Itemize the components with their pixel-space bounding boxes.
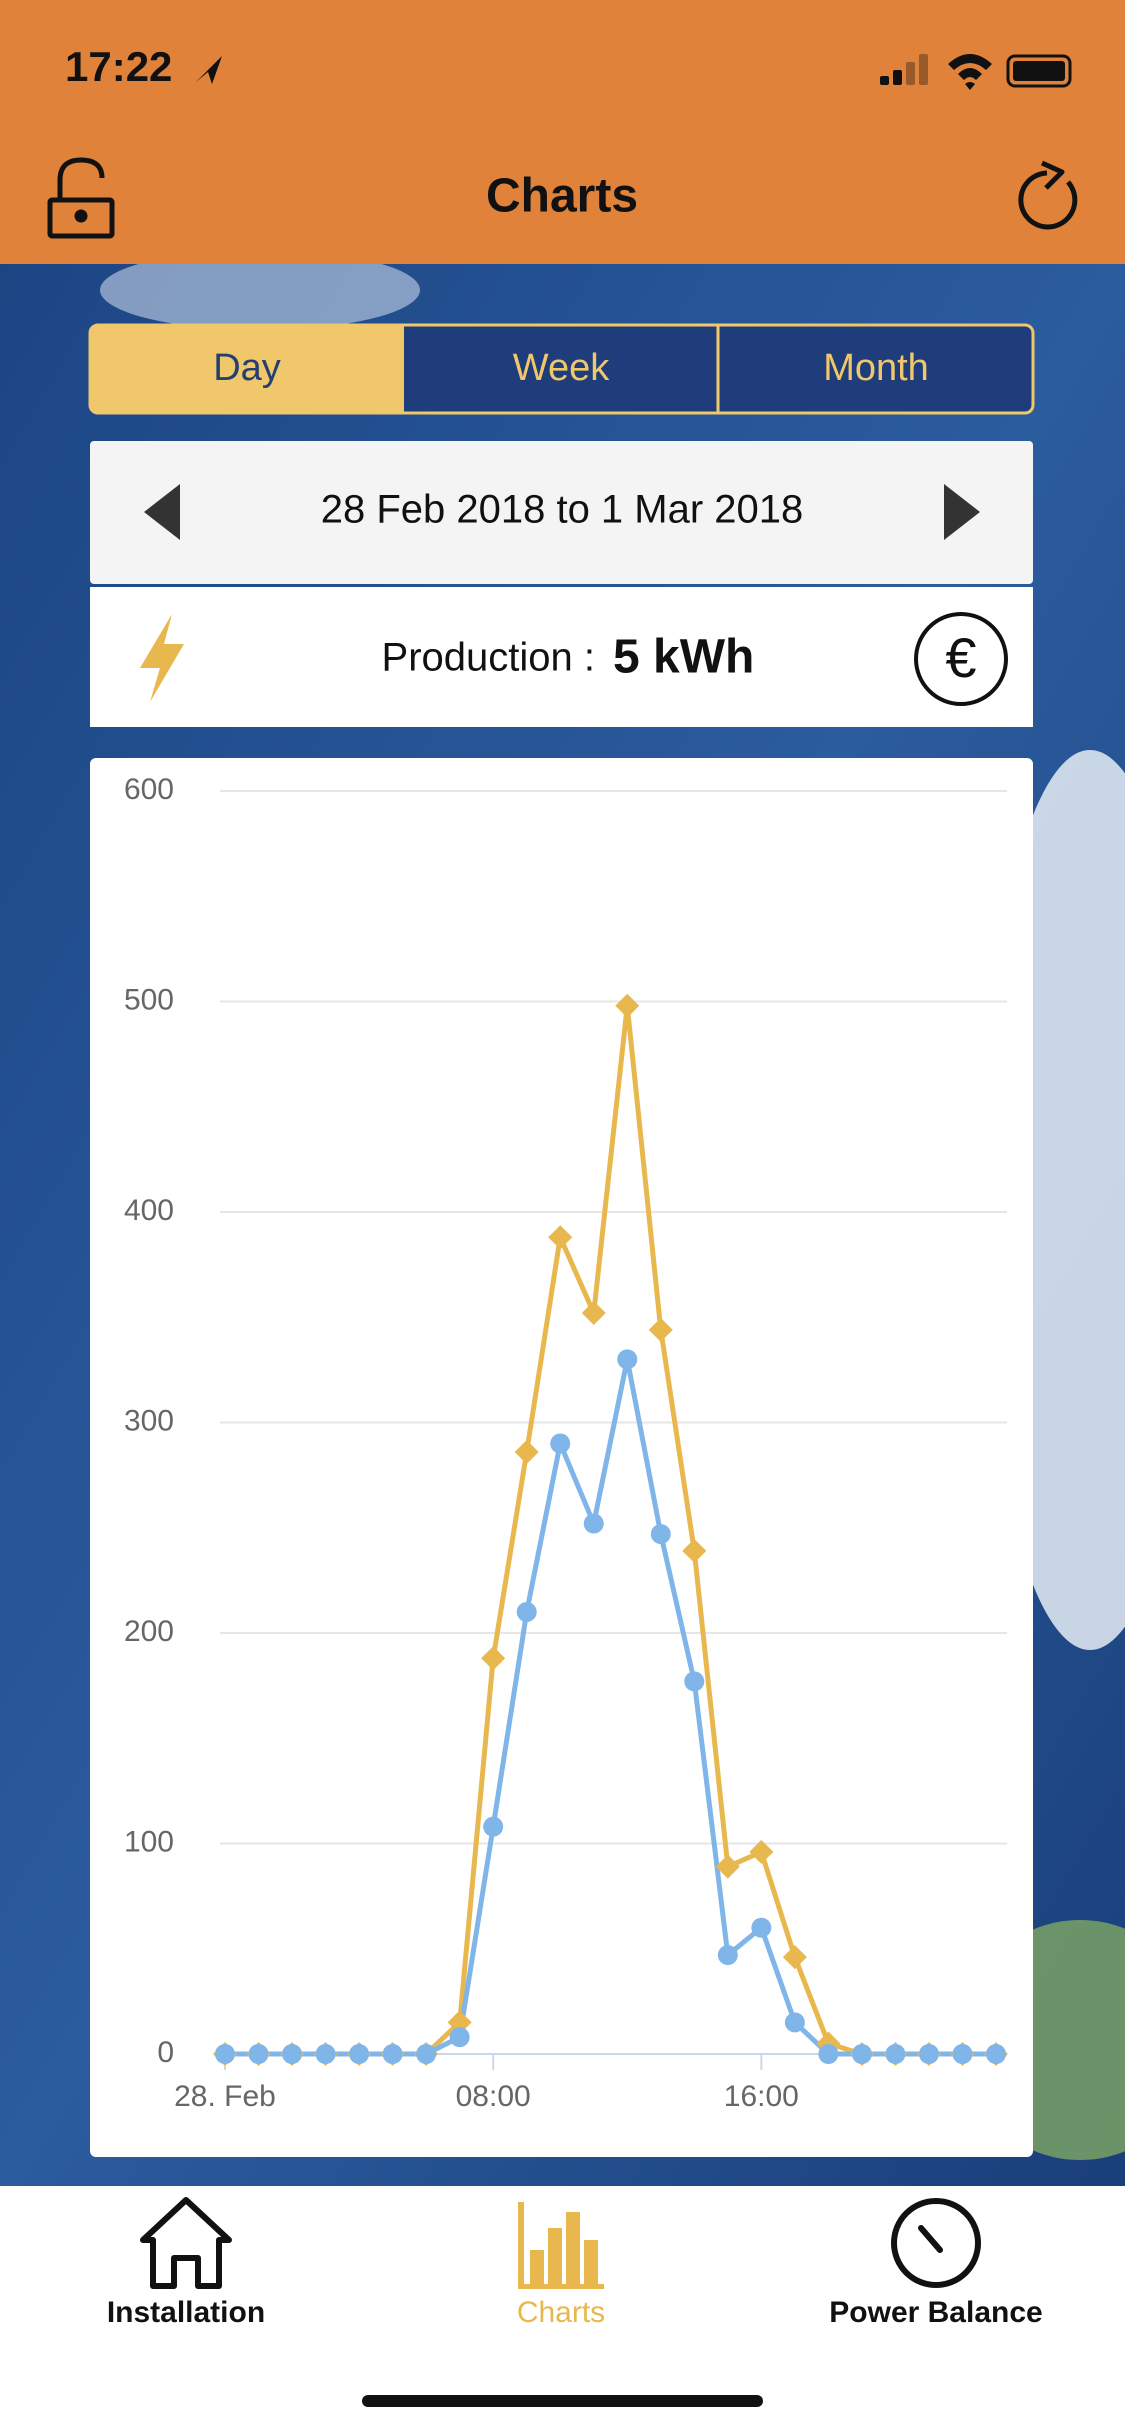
location-icon [196,56,222,84]
point [650,1524,671,1545]
y-tick-label: 300 [124,1404,174,1437]
tab-charts[interactable]: Charts [517,2296,605,2329]
point [751,1917,772,1938]
point [583,1513,604,1534]
point [784,2012,805,2033]
point [449,2027,470,2048]
point [215,2044,235,2064]
lightning-icon [140,614,184,702]
x-tick-label: 08:00 [456,2080,531,2113]
point [481,1646,506,1671]
point [349,2044,370,2064]
point [315,2044,336,2064]
signal-icon [880,54,928,85]
chart-card [90,758,1033,2157]
power-balance-icon[interactable] [891,2198,981,2288]
point [581,1301,606,1326]
point [918,2044,939,2064]
point [782,1945,807,1970]
installation-icon[interactable] [140,2197,232,2289]
date-range: 28 Feb 2018 to 1 Mar 2018 [321,488,804,532]
point [851,2044,872,2064]
point [548,1225,573,1250]
point [684,1671,705,1692]
point [885,2044,906,2064]
chart: 0 100 200 300 400 500 600 28. Feb 08:00 16:00 [124,773,1008,2113]
battery-icon [1006,54,1072,88]
point [514,1439,539,1464]
y-tick-label: 200 [124,1615,174,1648]
wifi-icon [948,54,992,90]
segment-month[interactable]: Month [823,347,929,389]
date-panel [90,441,1033,584]
lock-icon[interactable] [47,157,115,239]
tab-power-balance[interactable]: Power Balance [829,2296,1042,2329]
production-label: Production : [382,636,595,680]
y-tick-label: 500 [124,983,174,1016]
y-tick-label: 0 [157,2036,174,2069]
point [952,2044,973,2064]
point [447,2010,472,2035]
segment-selected[interactable] [90,325,404,413]
segment-week[interactable]: Week [513,347,610,389]
next-arrow[interactable] [944,484,980,540]
x-tick-label: 16:00 [724,2080,799,2113]
tab-bar [0,2186,1125,2436]
point [483,1816,504,1837]
point [816,2031,841,2056]
currency-icon[interactable]: € [945,626,976,689]
refresh-icon[interactable] [1018,160,1078,230]
y-tick-label: 100 [124,1825,174,1858]
charts-icon[interactable] [518,2202,604,2289]
point [648,1317,673,1342]
gauge-needle [918,2225,943,2253]
cloud [100,250,420,330]
point [550,1433,571,1454]
point [516,1601,537,1622]
currency-button[interactable] [914,612,1008,706]
point [382,2044,403,2064]
point [818,2044,839,2064]
point [416,2044,437,2064]
header-bar [0,0,1125,264]
point [717,1945,738,1966]
battery-level [1013,61,1065,81]
prev-arrow[interactable] [144,484,180,540]
segment-day[interactable]: Day [213,347,281,389]
header-title: Charts [486,170,638,223]
point [986,2044,1006,2064]
point [282,2044,303,2064]
x-tick-label: 28. Feb [174,2080,276,2113]
point [617,1349,638,1370]
point [682,1538,707,1563]
tab-installation[interactable]: Installation [107,2296,265,2329]
status-time: 17:22 [65,43,172,90]
home-indicator [362,2395,763,2407]
y-tick-label: 600 [124,773,174,806]
production-value: 5 kWh [613,631,754,684]
point [749,1839,774,1864]
point [615,993,640,1018]
point [715,1854,740,1879]
point [248,2044,269,2064]
y-tick-label: 400 [124,1194,174,1227]
production-panel [90,587,1033,727]
